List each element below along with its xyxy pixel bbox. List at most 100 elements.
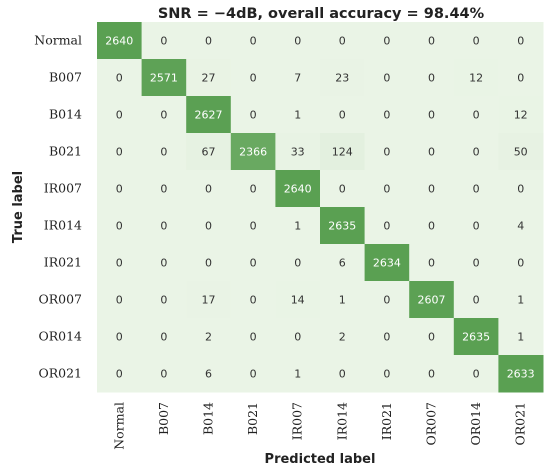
heatmap-cell-0-4 bbox=[275, 22, 321, 60]
cell-value-0-5: 0 bbox=[339, 35, 346, 48]
heatmap-cell-7-3 bbox=[230, 281, 276, 319]
heatmap-cell-0-3 bbox=[230, 22, 276, 60]
heatmap-cell-9-4 bbox=[275, 355, 321, 393]
heatmap-cell-7-0 bbox=[97, 281, 143, 319]
heatmap-cell-9-5 bbox=[320, 355, 366, 393]
cell-value-2-7: 0 bbox=[428, 109, 435, 122]
cell-value-4-5: 0 bbox=[339, 183, 346, 196]
cell-value-9-5: 0 bbox=[339, 368, 346, 381]
heatmap-cell-4-9 bbox=[498, 170, 544, 208]
heatmap-cell-5-1 bbox=[141, 207, 187, 245]
cell-value-5-3: 0 bbox=[250, 220, 257, 233]
y-tick-labels: Normal B007 B014 B021 IR007 IR014 IR021 OR007 OR… bbox=[34, 33, 82, 381]
heatmap-cell-0-7 bbox=[409, 22, 455, 60]
heatmap-cell-9-3 bbox=[230, 355, 276, 393]
heatmap-cell-7-5 bbox=[320, 281, 366, 319]
cell-value-4-8: 0 bbox=[473, 183, 480, 196]
heatmap-cell-8-0 bbox=[97, 318, 143, 356]
x-tick-label: IR021 bbox=[379, 402, 394, 440]
heatmap-cell-2-5 bbox=[320, 96, 366, 134]
cell-value-8-6: 0 bbox=[383, 331, 390, 344]
heatmap-cell-1-5 bbox=[320, 59, 366, 97]
cell-value-9-2: 6 bbox=[205, 368, 212, 381]
cell-value-5-9: 4 bbox=[517, 220, 524, 233]
heatmap-cell-1-3 bbox=[230, 59, 276, 97]
x-tick-label: IR014 bbox=[334, 402, 349, 440]
cell-value-6-0: 0 bbox=[116, 257, 123, 270]
cell-value-0-7: 0 bbox=[428, 35, 435, 48]
heatmap-cell-5-0 bbox=[97, 207, 143, 245]
heatmap-cell-5-3 bbox=[230, 207, 276, 245]
heatmap-cell-0-8 bbox=[453, 22, 499, 60]
heatmap-cell-8-8 bbox=[453, 318, 499, 356]
heatmap-cell-9-8 bbox=[453, 355, 499, 393]
chart-title: SNR = −4dB, overall accuracy = 98.44% bbox=[158, 6, 485, 22]
heatmap-cell-9-1 bbox=[141, 355, 187, 393]
heatmap-cell-3-0 bbox=[97, 133, 143, 171]
y-tick-label: Normal bbox=[34, 33, 82, 48]
cell-value-6-3: 0 bbox=[250, 257, 257, 270]
cell-value-2-2: 2627 bbox=[195, 109, 223, 122]
cell-value-3-3: 2366 bbox=[239, 146, 267, 159]
heatmap-cell-3-6 bbox=[364, 133, 410, 171]
cell-value-4-3: 0 bbox=[250, 183, 257, 196]
cell-value-3-2: 67 bbox=[202, 146, 216, 159]
heatmap-cell-9-2 bbox=[186, 355, 232, 393]
cell-value-5-7: 0 bbox=[428, 220, 435, 233]
heatmap-cell-8-3 bbox=[230, 318, 276, 356]
heatmap-cell-9-9 bbox=[498, 355, 544, 393]
cell-value-3-7: 0 bbox=[428, 146, 435, 159]
y-tick-label: IR021 bbox=[44, 255, 82, 270]
x-tick-label: OR007 bbox=[424, 402, 439, 446]
cell-value-8-5: 2 bbox=[339, 331, 346, 344]
x-tick-label: IR007 bbox=[290, 402, 305, 440]
heatmap-cell-6-7 bbox=[409, 244, 455, 282]
cell-value-1-9: 0 bbox=[517, 72, 524, 85]
cell-value-1-6: 0 bbox=[383, 72, 390, 85]
heatmap-cell-9-7 bbox=[409, 355, 455, 393]
heatmap-cell-6-9 bbox=[498, 244, 544, 282]
cell-value-7-9: 1 bbox=[517, 294, 524, 307]
heatmap-cell-7-4 bbox=[275, 281, 321, 319]
heatmap-cell-2-8 bbox=[453, 96, 499, 134]
heatmap-cell-4-8 bbox=[453, 170, 499, 208]
heatmap-cell-4-0 bbox=[97, 170, 143, 208]
cell-value-0-1: 0 bbox=[160, 35, 167, 48]
cell-value-1-1: 2571 bbox=[150, 72, 178, 85]
heatmap-cell-9-0 bbox=[97, 355, 143, 393]
cell-value-9-4: 1 bbox=[294, 368, 301, 381]
cell-value-2-3: 0 bbox=[250, 109, 257, 122]
y-axis-label: True label bbox=[11, 171, 26, 243]
cell-value-2-8: 0 bbox=[473, 109, 480, 122]
cell-value-3-8: 0 bbox=[473, 146, 480, 159]
cell-value-7-8: 0 bbox=[473, 294, 480, 307]
heatmap-cell-9-6 bbox=[364, 355, 410, 393]
heatmap-cell-6-1 bbox=[141, 244, 187, 282]
heatmap-cell-6-3 bbox=[230, 244, 276, 282]
heatmap-cell-5-7 bbox=[409, 207, 455, 245]
cell-value-5-4: 1 bbox=[294, 220, 301, 233]
cell-value-0-3: 0 bbox=[250, 35, 257, 48]
heatmap-cell-3-9 bbox=[498, 133, 544, 171]
cell-value-4-4: 2640 bbox=[284, 183, 312, 196]
cell-value-6-2: 0 bbox=[205, 257, 212, 270]
cell-value-4-1: 0 bbox=[160, 183, 167, 196]
heatmap-cell-1-6 bbox=[364, 59, 410, 97]
cell-value-8-2: 2 bbox=[205, 331, 212, 344]
heatmap-cell-8-2 bbox=[186, 318, 232, 356]
cell-value-0-0: 2640 bbox=[105, 35, 133, 48]
cell-value-9-3: 0 bbox=[250, 368, 257, 381]
heatmap-cell-4-3 bbox=[230, 170, 276, 208]
y-tick-label: B021 bbox=[49, 144, 82, 159]
x-tick-label: OR014 bbox=[468, 402, 483, 446]
heatmap-cell-8-9 bbox=[498, 318, 544, 356]
heatmap-cell-1-0 bbox=[97, 59, 143, 97]
y-tick-label: OR021 bbox=[38, 366, 82, 381]
heatmap-cell-0-2 bbox=[186, 22, 232, 60]
y-tick-label: B007 bbox=[49, 70, 82, 85]
heatmap-cell-1-4 bbox=[275, 59, 321, 97]
cell-value-4-6: 0 bbox=[383, 183, 390, 196]
cell-value-2-5: 0 bbox=[339, 109, 346, 122]
cell-value-4-9: 0 bbox=[517, 183, 524, 196]
cell-value-6-1: 0 bbox=[160, 257, 167, 270]
